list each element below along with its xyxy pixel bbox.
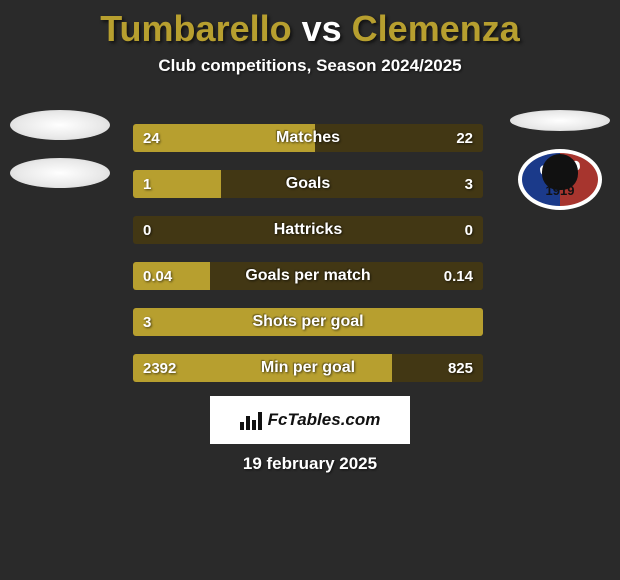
stat-label: Goals [133,170,483,198]
placeholder-ellipse [10,158,110,188]
stat-row: Hattricks0 0 [133,216,483,244]
vs-label: vs [302,8,342,49]
stat-value-right: 3 [455,170,483,198]
subtitle: Club competitions, Season 2024/2025 [0,56,620,76]
stat-value-right: 825 [438,354,483,382]
stat-value-left: 3 [133,308,161,336]
stat-label: Shots per goal [133,308,483,336]
stat-value-left: 1 [133,170,161,198]
stat-row: Goals per match0.04 0.14 [133,262,483,290]
club-badge: 1919 [518,149,602,210]
stat-label: Matches [133,124,483,152]
player2-badge-area: 1919 [510,110,610,210]
stat-row: Goals1 3 [133,170,483,198]
stat-value-right [463,308,483,336]
stat-value-right: 0.14 [434,262,483,290]
stat-bars: Matches24 22 Goals1 3 Hattricks0 0 Goals per m… [133,124,483,400]
stat-value-right: 0 [455,216,483,244]
stat-value-left: 24 [133,124,170,152]
stat-row: Matches24 22 [133,124,483,152]
stat-value-left: 0 [133,216,161,244]
stat-label: Hattricks [133,216,483,244]
player1-name: Tumbarello [100,8,291,49]
player1-badge-area [10,110,110,210]
placeholder-ellipse [510,110,610,131]
player2-name: Clemenza [352,8,520,49]
bar-chart-icon [240,410,262,430]
site-badge-text: FcTables.com [268,410,381,430]
stat-value-right: 22 [446,124,483,152]
stat-label: Goals per match [133,262,483,290]
stat-value-left: 2392 [133,354,186,382]
stat-row: Min per goal2392825 [133,354,483,382]
page-title: Tumbarello vs Clemenza [0,0,620,50]
club-badge-year: 1919 [522,183,598,198]
stat-value-left: 0.04 [133,262,182,290]
site-badge: FcTables.com [210,396,410,444]
date: 19 february 2025 [0,454,620,474]
stat-row: Shots per goal3 [133,308,483,336]
placeholder-ellipse [10,110,110,140]
